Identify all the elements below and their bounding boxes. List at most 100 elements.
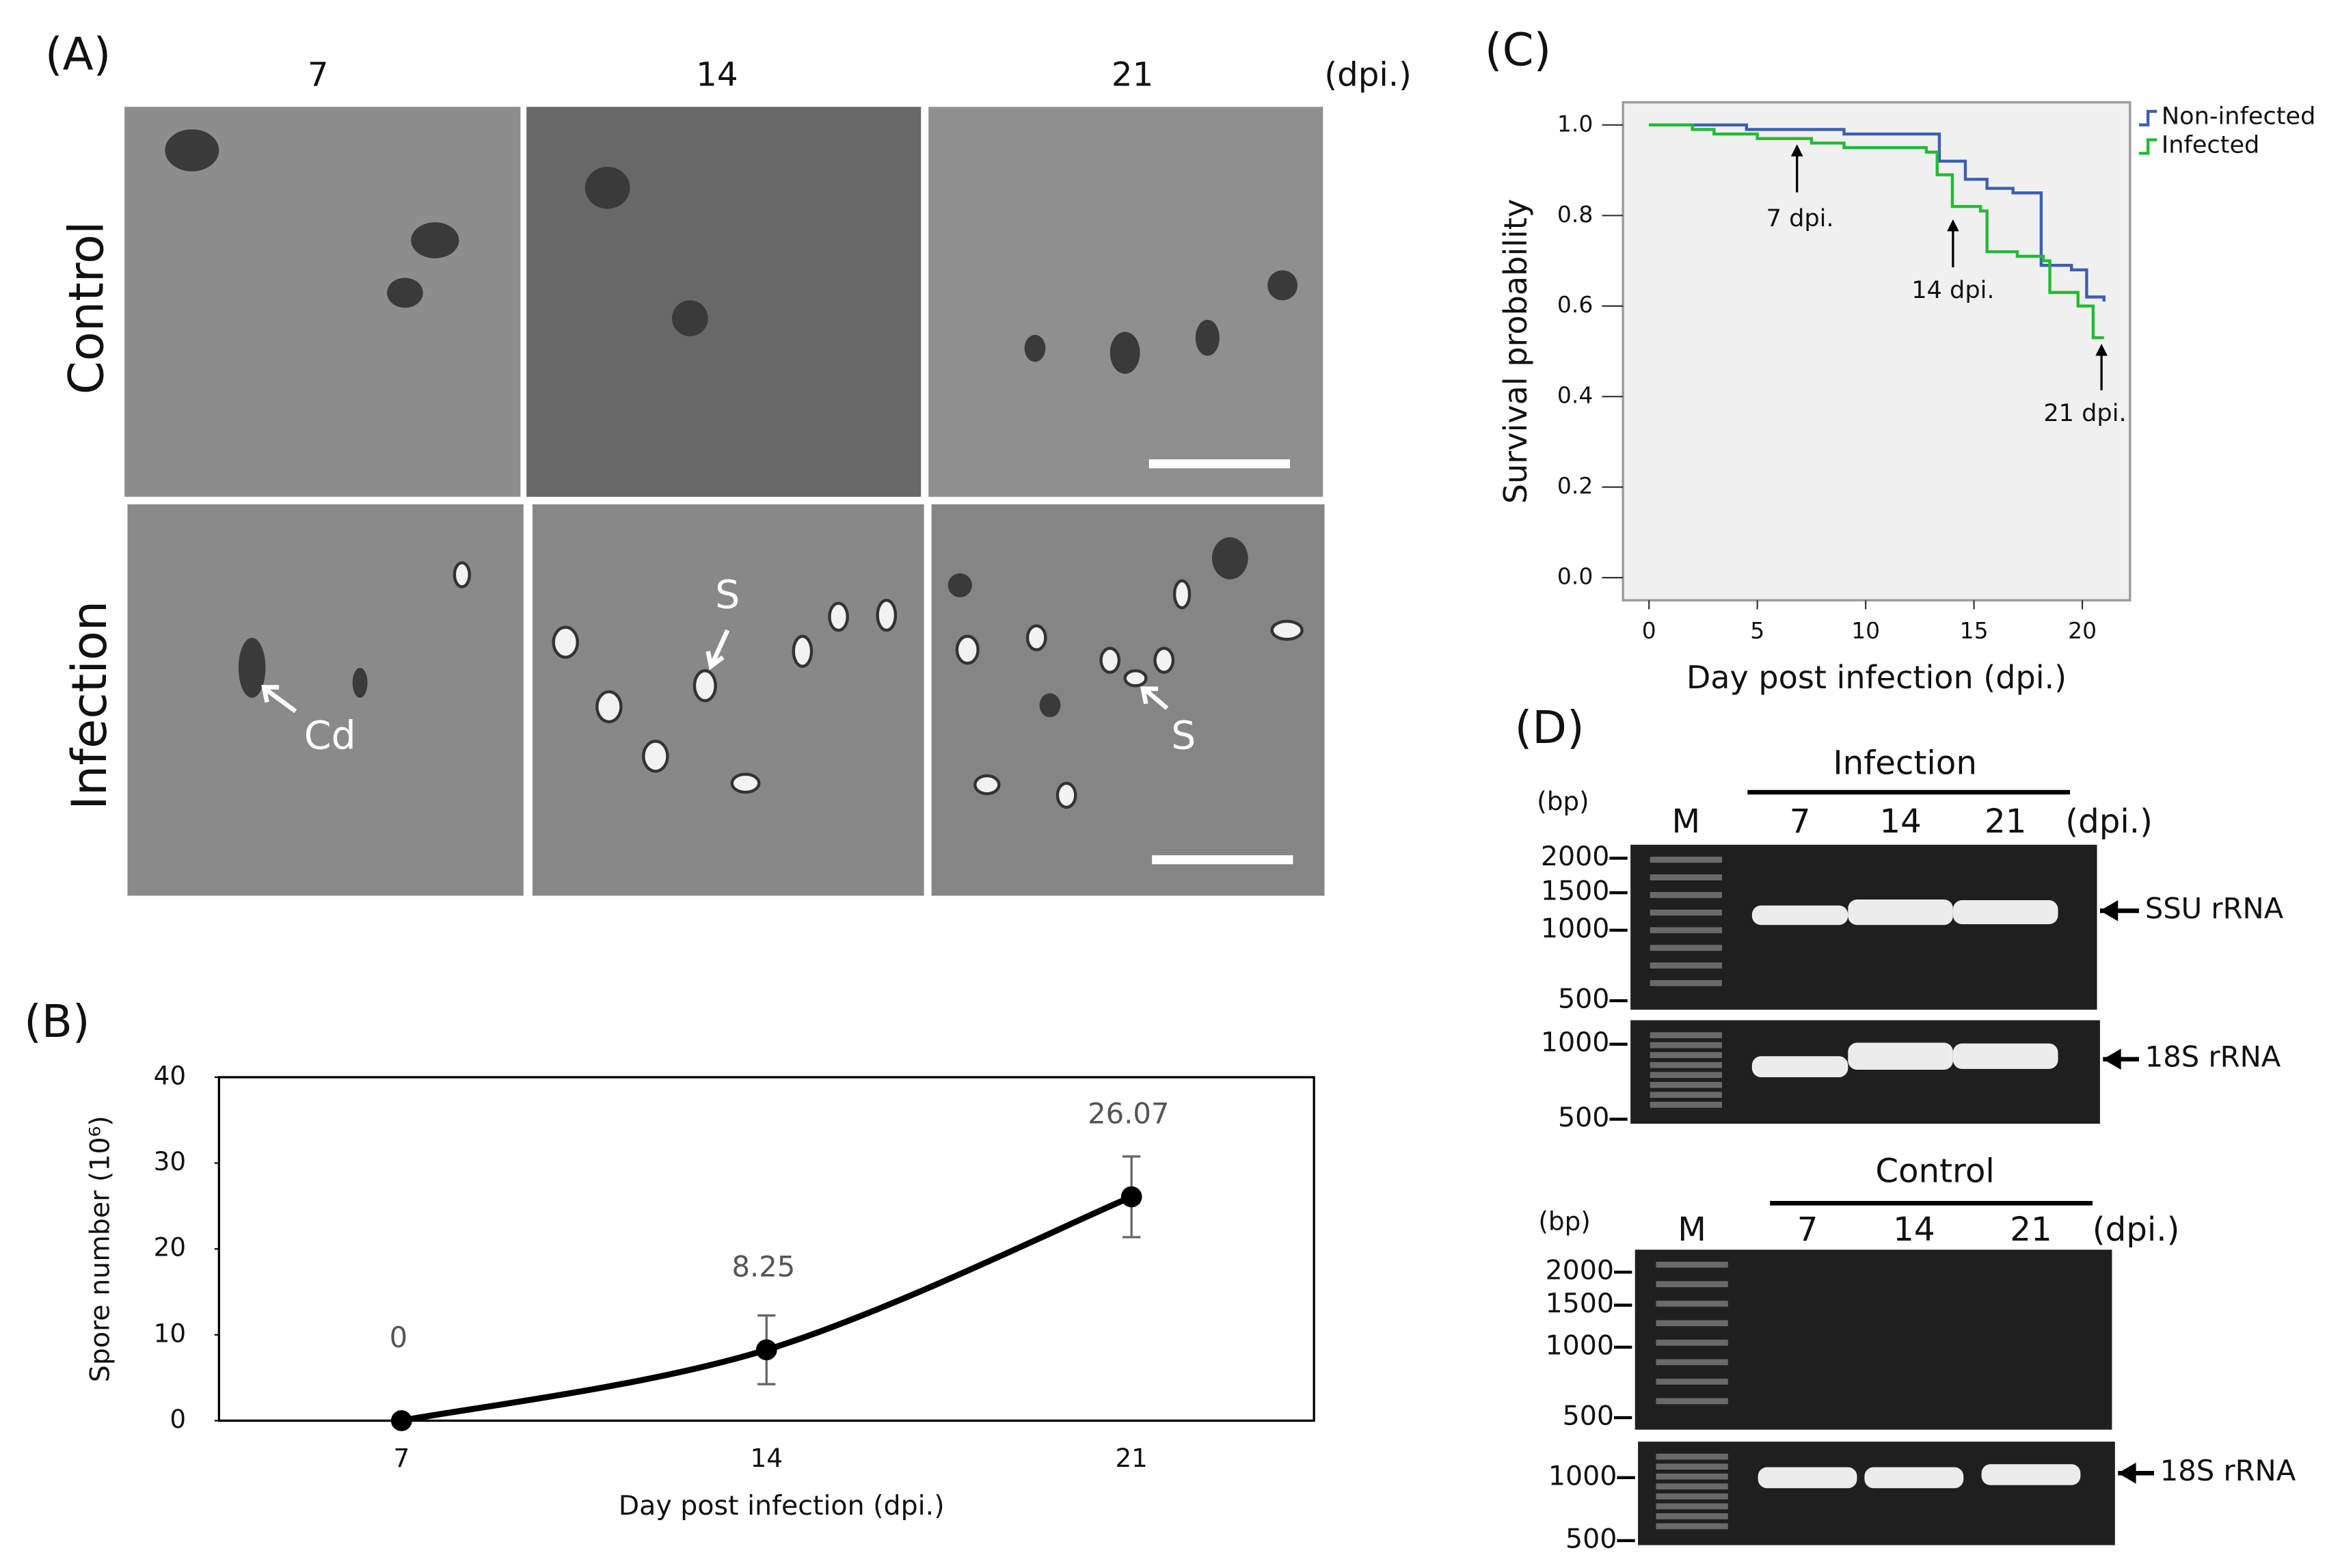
ladder-band bbox=[1656, 1398, 1728, 1405]
ladder-band bbox=[1656, 1513, 1728, 1519]
x-axis-title: Day post infection (dpi.) bbox=[619, 1490, 945, 1522]
lane-label: M bbox=[1671, 802, 1700, 841]
annotation: 7 dpi. bbox=[1766, 204, 1834, 232]
x-tick-label: 20 bbox=[2068, 617, 2097, 644]
ladder-band bbox=[1650, 1042, 1722, 1049]
column-unit: (dpi.) bbox=[1324, 55, 1412, 94]
size-marker: 500 bbox=[1558, 1102, 1609, 1133]
ladder-band bbox=[1650, 1072, 1722, 1079]
micrograph bbox=[928, 107, 1323, 497]
gel-title: Control bbox=[1875, 1152, 1994, 1190]
panel-label: (C) bbox=[1485, 23, 1551, 76]
dna-band bbox=[1952, 900, 2058, 925]
spores bbox=[453, 561, 1304, 809]
ladder-band bbox=[1650, 1092, 1722, 1098]
data-point bbox=[390, 1410, 412, 1431]
ladder-band bbox=[1656, 1483, 1728, 1490]
ladder-band bbox=[1656, 1503, 1728, 1510]
dna-band bbox=[1848, 1042, 1953, 1070]
data-label: 0 bbox=[390, 1321, 408, 1354]
legend-swatch bbox=[2138, 109, 2157, 126]
target-label: SSU rRNA bbox=[2145, 891, 2284, 925]
size-marker: 2000 bbox=[1541, 841, 1610, 872]
size-marker: 1500 bbox=[1541, 876, 1610, 907]
target-label: 18S rRNA bbox=[2145, 1040, 2281, 1074]
lane-unit: (dpi.) bbox=[2093, 1211, 2180, 1249]
dna-band bbox=[1751, 905, 1848, 925]
size-marker: 1500 bbox=[1545, 1288, 1613, 1319]
y-tick-label: 0.0 bbox=[1557, 563, 1593, 590]
y-tick-label: 0.6 bbox=[1557, 291, 1593, 318]
target-label: 18S rRNA bbox=[2160, 1454, 2296, 1487]
annotation-arrowhead bbox=[2095, 343, 2108, 356]
size-marker: 1000 bbox=[1541, 1027, 1610, 1058]
ladder-band bbox=[1656, 1473, 1728, 1480]
x-tick-label: 21 bbox=[1115, 1443, 1147, 1473]
y-axis-title: Survival probability bbox=[1497, 199, 1534, 504]
x-tick-label: 15 bbox=[1960, 617, 1989, 644]
ladder-band bbox=[1656, 1320, 1728, 1327]
y-tick-label: 20 bbox=[154, 1232, 186, 1262]
ladder-band bbox=[1650, 856, 1722, 863]
ladder-band bbox=[1656, 1339, 1728, 1346]
ladder-band bbox=[1656, 1300, 1728, 1307]
y-axis-title: Spore number (10⁶) bbox=[85, 1116, 116, 1382]
size-marker: 1000 bbox=[1541, 913, 1610, 944]
y-tick-label: 10 bbox=[154, 1318, 186, 1348]
dna-band bbox=[1848, 899, 1953, 925]
x-tick-label: 0 bbox=[1642, 617, 1656, 644]
ladder-band bbox=[1650, 1101, 1722, 1108]
lane-label: 7 bbox=[1790, 802, 1811, 841]
dna-band bbox=[1981, 1464, 2081, 1485]
ladder-band bbox=[1650, 927, 1722, 934]
micrographs: Cd S S bbox=[124, 107, 1325, 896]
target-arrowhead bbox=[2103, 1049, 2121, 1070]
x-axis-title: Day post infection (dpi.) bbox=[1686, 659, 2067, 696]
row-label: Control bbox=[59, 221, 115, 394]
panel-label: (B) bbox=[24, 995, 90, 1048]
dna-band bbox=[1758, 1467, 1857, 1489]
ladder-band bbox=[1656, 1281, 1728, 1288]
column-label: 7 bbox=[308, 55, 329, 94]
target-arrowhead bbox=[2118, 1462, 2136, 1484]
y-tick-label: 40 bbox=[154, 1060, 186, 1090]
y-tick-label: 30 bbox=[154, 1146, 186, 1176]
y-tick-label: 0.2 bbox=[1557, 472, 1593, 499]
row-label: Infection bbox=[62, 601, 118, 810]
lane-label: M bbox=[1678, 1211, 1706, 1249]
ladder-band bbox=[1656, 1379, 1728, 1385]
target-arrowhead bbox=[2099, 900, 2119, 921]
dna-band bbox=[1952, 1043, 2058, 1069]
lane-label: 14 bbox=[1879, 802, 1921, 841]
ladder-band bbox=[1656, 1359, 1728, 1366]
micrograph bbox=[532, 504, 924, 896]
micrograph bbox=[931, 504, 1325, 896]
dna-band bbox=[1864, 1467, 1964, 1489]
x-tick-label: 10 bbox=[1851, 617, 1880, 644]
micrograph bbox=[124, 107, 521, 497]
size-marker: 1000 bbox=[1545, 1329, 1613, 1361]
ladder-band bbox=[1650, 1081, 1722, 1088]
lane-label: 21 bbox=[2010, 1211, 2052, 1249]
panel-label: (D) bbox=[1515, 701, 1585, 754]
ladder-band bbox=[1650, 979, 1722, 986]
x-tick-label: 14 bbox=[751, 1443, 783, 1473]
panel-label: (A) bbox=[45, 28, 111, 81]
data-line bbox=[401, 1193, 1133, 1424]
annotation: S bbox=[1171, 714, 1196, 759]
data-point bbox=[1120, 1186, 1142, 1208]
annotation: S bbox=[715, 572, 740, 617]
size-unit: (bp) bbox=[1538, 1206, 1590, 1236]
y-tick-label: 0.4 bbox=[1557, 382, 1593, 409]
y-tick-label: 0.8 bbox=[1557, 201, 1593, 228]
size-unit: (bp) bbox=[1537, 786, 1589, 816]
micrograph bbox=[526, 107, 922, 497]
survival-curve bbox=[1649, 123, 2104, 340]
size-marker: 500 bbox=[1565, 1523, 1617, 1554]
ladder-band bbox=[1650, 874, 1722, 880]
legend-swatch bbox=[2138, 138, 2157, 155]
size-marker: 1000 bbox=[1548, 1460, 1617, 1491]
annotation: 14 dpi. bbox=[1911, 276, 1994, 304]
